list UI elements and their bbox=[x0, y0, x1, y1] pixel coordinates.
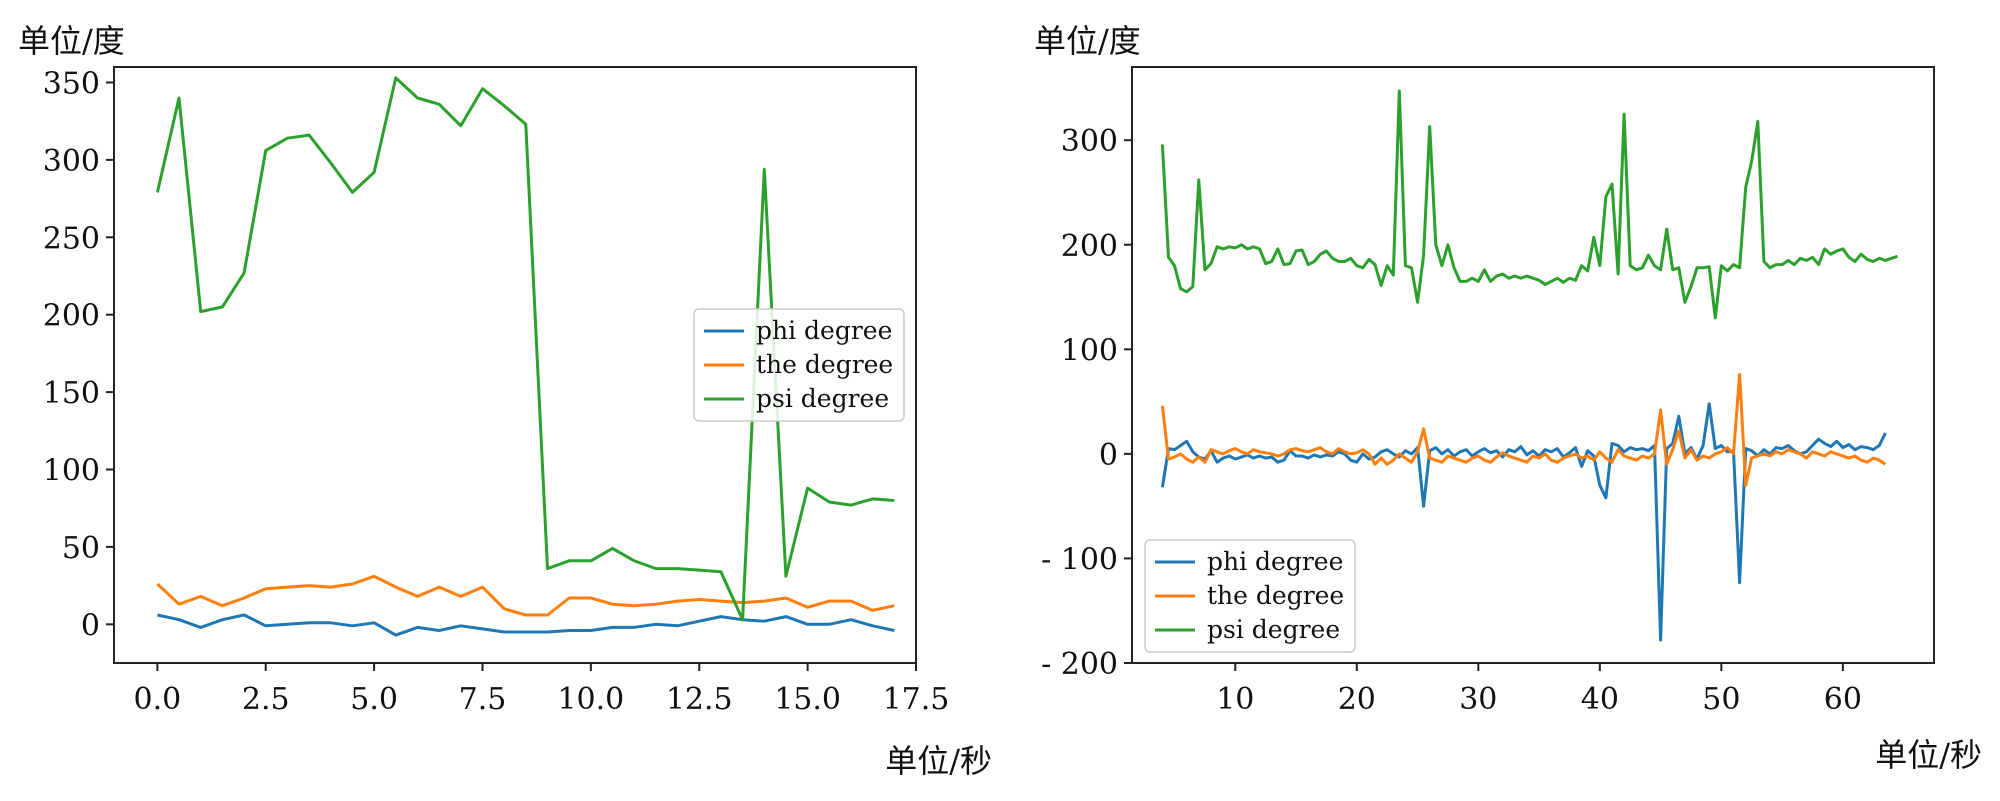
legend-box bbox=[1144, 539, 1356, 653]
y-tick-label: - 200 bbox=[1041, 647, 1118, 682]
x-tick-label: 30 bbox=[1459, 682, 1497, 717]
x-tick-label: 0.0 bbox=[133, 682, 181, 717]
series-line-phi-degree bbox=[157, 613, 895, 637]
y-tick-label: 350 bbox=[43, 66, 100, 101]
y-tick-label: 100 bbox=[43, 453, 100, 488]
y-axis-label: 单位/度 bbox=[18, 22, 125, 60]
x-tick-label: 15.0 bbox=[774, 682, 841, 717]
legend-label: the degree bbox=[756, 350, 893, 379]
y-tick-label: 100 bbox=[1061, 333, 1118, 368]
series-line-the-degree bbox=[1160, 372, 1887, 487]
legend-label: the degree bbox=[1207, 581, 1344, 610]
y-tick-label: 50 bbox=[62, 531, 100, 566]
x-axis-label: 单位/秒 bbox=[1875, 736, 1982, 774]
legend-box bbox=[693, 308, 905, 422]
y-tick-label: 200 bbox=[43, 299, 100, 334]
legend: phi degree the degree psi degree bbox=[1144, 539, 1356, 653]
x-tick-label: 10 bbox=[1216, 682, 1254, 717]
y-tick-label: 300 bbox=[1061, 124, 1118, 159]
legend-label: psi degree bbox=[756, 384, 889, 413]
x-tick-label: 50 bbox=[1702, 682, 1740, 717]
x-tick-label: 5.0 bbox=[350, 682, 398, 717]
y-tick-label: 300 bbox=[43, 144, 100, 179]
legend-label: phi degree bbox=[756, 316, 892, 345]
x-tick-label: 2.5 bbox=[242, 682, 290, 717]
y-tick-label: 200 bbox=[1061, 229, 1118, 264]
y-tick-label: 0 bbox=[81, 608, 100, 643]
chart-right: 10 20 30 40 50 60 - 200 - 100 0 100 200 300 单位/度单位/秒… bbox=[1034, 22, 1982, 774]
y-tick-label: 150 bbox=[43, 376, 100, 411]
chart-left: 0.0 2.5 5.0 7.5 10.0 12.5 15.0 17.5 0 50 100 150 200… bbox=[18, 22, 992, 780]
plot-frame bbox=[113, 66, 917, 664]
x-tick-label: 17.5 bbox=[883, 682, 950, 717]
series-line-psi-degree bbox=[1160, 89, 1898, 320]
legend-label: phi degree bbox=[1207, 547, 1343, 576]
series-line-psi-degree bbox=[155, 76, 895, 622]
x-tick-label: 10.0 bbox=[557, 682, 624, 717]
x-tick-label: 12.5 bbox=[666, 682, 733, 717]
series-line-the-degree bbox=[156, 574, 895, 617]
x-tick-label: 20 bbox=[1338, 682, 1376, 717]
y-axis-label: 单位/度 bbox=[1034, 22, 1141, 60]
legend: phi degree the degree psi degree bbox=[693, 308, 905, 422]
x-axis-label: 单位/秒 bbox=[885, 742, 992, 780]
y-tick-label: 250 bbox=[43, 221, 100, 256]
legend-label: psi degree bbox=[1207, 615, 1340, 644]
x-tick-label: 60 bbox=[1824, 682, 1862, 717]
x-tick-label: 7.5 bbox=[459, 682, 507, 717]
x-tick-label: 40 bbox=[1581, 682, 1619, 717]
plot-frame bbox=[1131, 66, 1935, 664]
y-tick-label: - 100 bbox=[1041, 542, 1118, 577]
y-tick-label: 0 bbox=[1099, 438, 1118, 473]
series-line-phi-degree bbox=[1160, 402, 1887, 642]
